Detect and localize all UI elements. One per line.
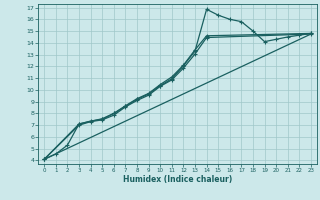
X-axis label: Humidex (Indice chaleur): Humidex (Indice chaleur) [123,175,232,184]
